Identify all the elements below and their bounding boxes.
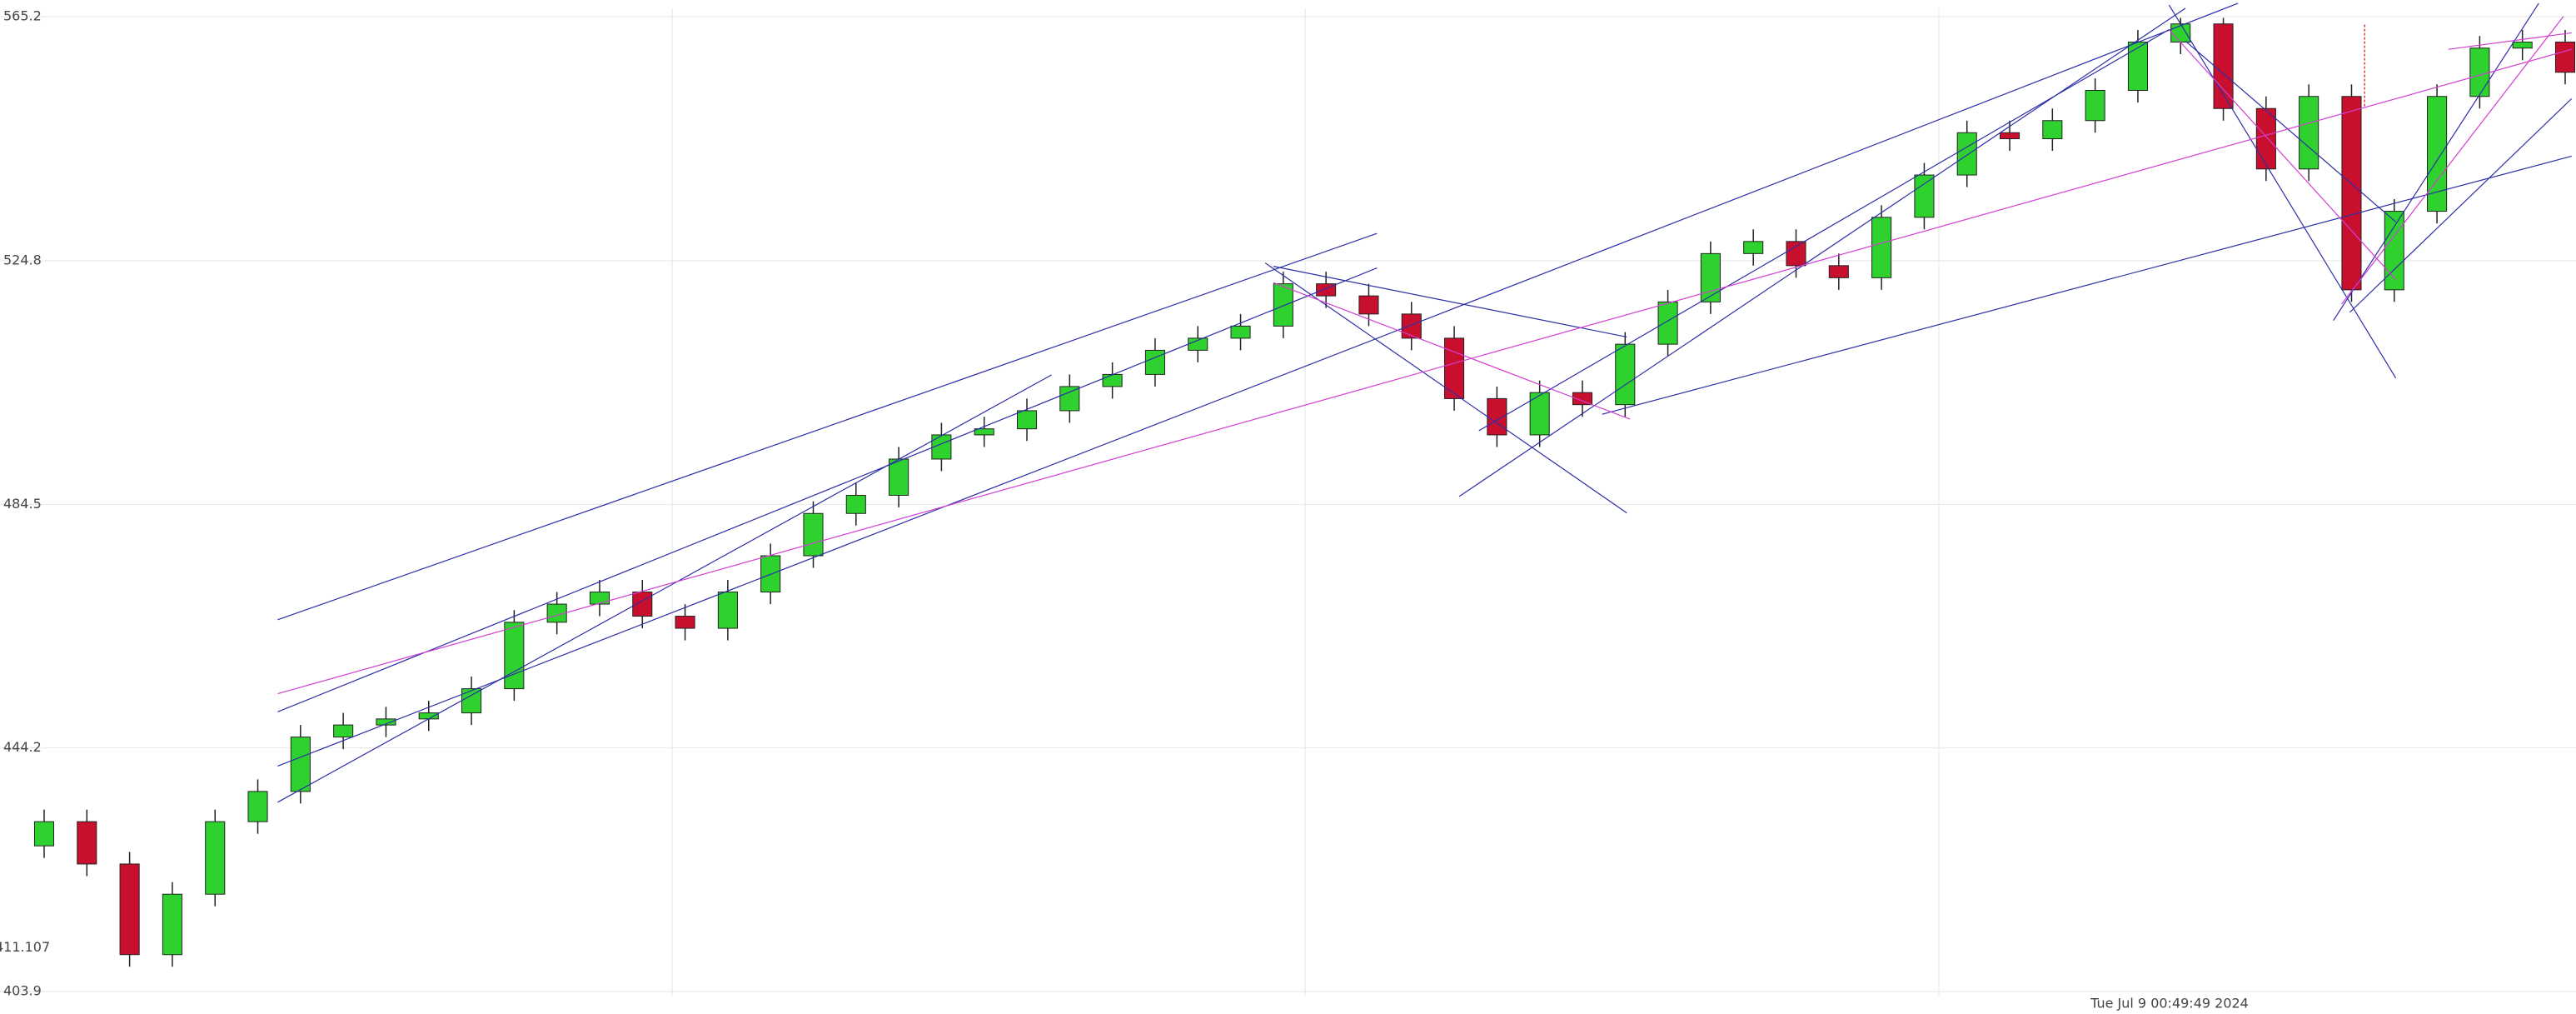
candle-body bbox=[889, 458, 909, 496]
candle-body bbox=[931, 434, 952, 460]
candle-body bbox=[1144, 349, 1165, 375]
candle-body bbox=[247, 791, 268, 822]
candle-body bbox=[119, 863, 140, 956]
candle-body bbox=[2554, 41, 2576, 73]
candle-body bbox=[205, 821, 226, 895]
candle-body bbox=[2213, 23, 2234, 109]
candle-body bbox=[1016, 410, 1038, 430]
candle-body bbox=[845, 494, 866, 514]
candle-body bbox=[1743, 241, 1764, 254]
candle-body bbox=[803, 512, 824, 557]
y-tick-label: 444.2 bbox=[3, 739, 42, 755]
candle-body bbox=[1358, 295, 1379, 315]
candle-body bbox=[2127, 41, 2148, 91]
candle-body bbox=[1700, 252, 1721, 302]
candle-body bbox=[1615, 343, 1636, 406]
candle-body bbox=[1999, 132, 2020, 140]
candle-body bbox=[504, 622, 525, 690]
candle-body bbox=[1828, 265, 1849, 278]
candle-body bbox=[418, 712, 439, 720]
candle-body bbox=[1956, 132, 1977, 176]
candle-body bbox=[1786, 241, 1806, 267]
candle-body bbox=[461, 688, 482, 714]
y-tick-label: 484.5 bbox=[3, 496, 42, 512]
drawings bbox=[277, 3, 2571, 802]
price-marker-label: 411.107 bbox=[0, 939, 50, 955]
candle-body bbox=[2170, 23, 2191, 42]
candle-body bbox=[974, 428, 994, 436]
candle-body bbox=[2427, 96, 2448, 212]
candle-body bbox=[2341, 96, 2362, 291]
candle-body bbox=[675, 616, 695, 629]
candle-body bbox=[333, 724, 354, 738]
candle-body bbox=[2384, 211, 2404, 291]
candle-body bbox=[589, 592, 610, 605]
candle-body bbox=[2299, 96, 2319, 170]
candle-body bbox=[290, 737, 311, 792]
candle-body bbox=[2512, 41, 2533, 49]
candle-body bbox=[1871, 217, 1892, 278]
x-axis-label: Tue Jul 9 00:49:49 2024 bbox=[2090, 996, 2249, 1012]
vertical-grid bbox=[671, 8, 1940, 996]
candle-body bbox=[1230, 325, 1251, 339]
candle-body bbox=[1572, 392, 1593, 406]
candle-body bbox=[1914, 174, 1935, 218]
candle-body bbox=[33, 821, 55, 847]
candle-body bbox=[2042, 120, 2063, 140]
y-tick-label: 565.2 bbox=[3, 8, 42, 24]
candle-body bbox=[2085, 89, 2105, 122]
candle-body bbox=[2255, 107, 2276, 170]
candle-body bbox=[1273, 283, 1293, 327]
candle-body bbox=[1529, 392, 1550, 436]
y-tick-label: 524.8 bbox=[3, 252, 42, 268]
candle-body bbox=[2469, 47, 2490, 97]
candle-body bbox=[1102, 373, 1123, 387]
candle-body bbox=[717, 592, 738, 629]
candle-body bbox=[1657, 301, 1678, 345]
candle-body bbox=[77, 821, 97, 865]
candle-body bbox=[1059, 386, 1080, 412]
y-tick-label: 403.9 bbox=[3, 983, 42, 999]
candle-body bbox=[546, 603, 567, 623]
candle-body bbox=[162, 893, 182, 956]
candle-body bbox=[1401, 313, 1422, 339]
candle-body bbox=[376, 718, 396, 726]
